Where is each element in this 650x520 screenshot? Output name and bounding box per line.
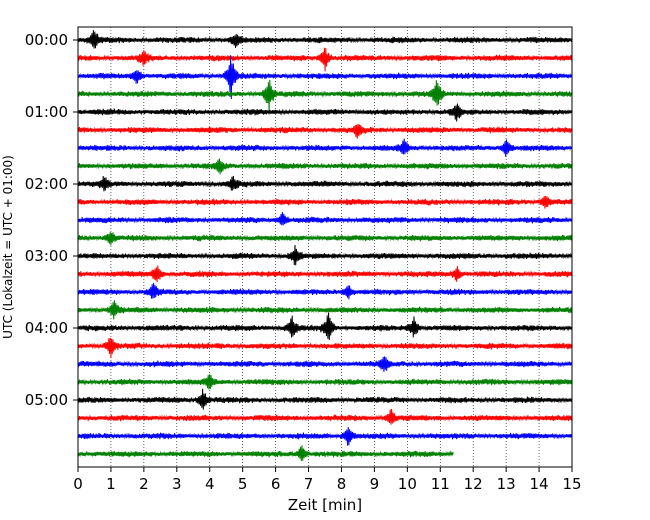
y-axis-label: UTC (Lokalzeit = UTC + 01:00) [1, 155, 15, 339]
y-tick-label-02:00: 02:00 [25, 175, 68, 193]
trace-row-22 [77, 427, 572, 446]
trace-row-17 [77, 337, 572, 359]
y-tick-label-01:00: 01:00 [25, 103, 68, 121]
x-tick-label-10: 10 [398, 475, 417, 493]
y-tick-label-00:00: 00:00 [25, 31, 68, 49]
trace-row-2 [77, 55, 572, 100]
trace-row-1 [77, 47, 572, 72]
trace-row-23 [77, 445, 454, 461]
x-tick-label-9: 9 [370, 475, 380, 493]
y-axis-ticks: 00:00 01:00 02:00 03:00 04:00 05:00 [25, 31, 78, 409]
trace-row-5 [77, 123, 572, 139]
x-tick-label-12: 12 [464, 475, 483, 493]
trace-row-3 [77, 79, 572, 113]
x-tick-label-13: 13 [497, 475, 516, 493]
trace-row-19 [77, 374, 572, 390]
trace-rows [77, 30, 572, 461]
x-tick-label-2: 2 [139, 475, 149, 493]
x-tick-label-11: 11 [431, 475, 450, 493]
trace-row-11 [77, 232, 572, 246]
trace-row-9 [77, 195, 572, 209]
vertical-gridlines [110, 27, 540, 467]
y-tick-label-05:00: 05:00 [25, 391, 68, 409]
trace-row-8 [77, 175, 572, 192]
trace-row-16 [77, 312, 572, 340]
trace-row-7 [77, 158, 572, 175]
trace-row-21 [77, 408, 572, 425]
x-axis-label: Zeit [min] [288, 496, 362, 514]
trace-row-14 [77, 282, 572, 300]
x-tick-label-5: 5 [238, 475, 248, 493]
x-tick-label-4: 4 [205, 475, 215, 493]
x-tick-label-0: 0 [73, 475, 83, 493]
x-tick-label-15: 15 [562, 475, 581, 493]
plot-frame [77, 26, 573, 468]
trace-row-6 [77, 138, 572, 157]
y-tick-label-03:00: 03:00 [25, 247, 68, 265]
trace-row-20 [77, 388, 572, 410]
trace-row-12 [77, 244, 572, 266]
x-tick-label-1: 1 [106, 475, 116, 493]
x-axis-ticks: 0 1 2 3 4 5 6 7 8 9 10 11 12 13 14 15 [73, 467, 582, 493]
y-tick-label-04:00: 04:00 [25, 319, 68, 337]
trace-row-18 [77, 356, 572, 372]
trace-row-0 [77, 30, 572, 49]
trace-row-15 [77, 300, 572, 320]
trace-row-4 [77, 103, 572, 122]
x-tick-label-3: 3 [172, 475, 182, 493]
x-tick-label-8: 8 [337, 475, 347, 493]
x-tick-label-6: 6 [271, 475, 281, 493]
trace-row-13 [77, 265, 572, 283]
trace-row-10 [77, 212, 572, 226]
x-tick-label-7: 7 [304, 475, 314, 493]
x-tick-label-14: 14 [530, 475, 549, 493]
